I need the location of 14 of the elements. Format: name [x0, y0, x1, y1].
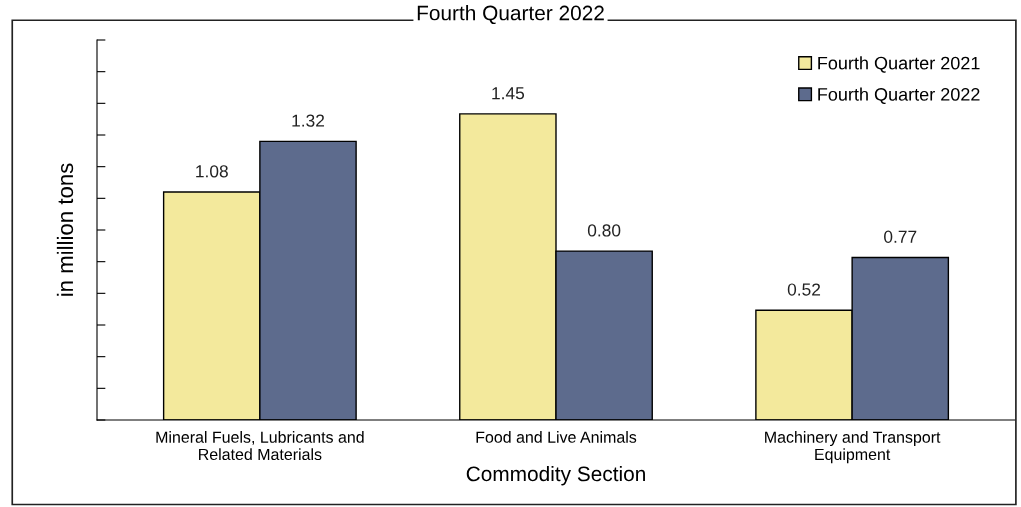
data-label: 1.45: [492, 87, 525, 100]
data-label: 1.08: [196, 165, 228, 178]
x-axis-title: Commodity Section: [466, 465, 645, 486]
legend-label: Fourth Quarter 2022: [818, 87, 980, 105]
legend-label: Fourth Quarter 2021: [818, 56, 980, 73]
data-label: 0.77: [884, 230, 917, 243]
chart-title: Fourth Quarter 2022: [417, 5, 604, 25]
data-label: 0.52: [787, 283, 821, 296]
x-tick-label: Mineral Fuels, Lubricants and Related Materials: [156, 431, 364, 461]
x-tick-label: Food and Live Animals: [476, 431, 637, 443]
x-tick-label: Machinery and Transport Equipment: [765, 431, 941, 464]
data-label: 1.32: [292, 114, 325, 127]
data-label: 0.80: [587, 224, 621, 237]
y-axis-title: in million tons: [56, 163, 74, 296]
